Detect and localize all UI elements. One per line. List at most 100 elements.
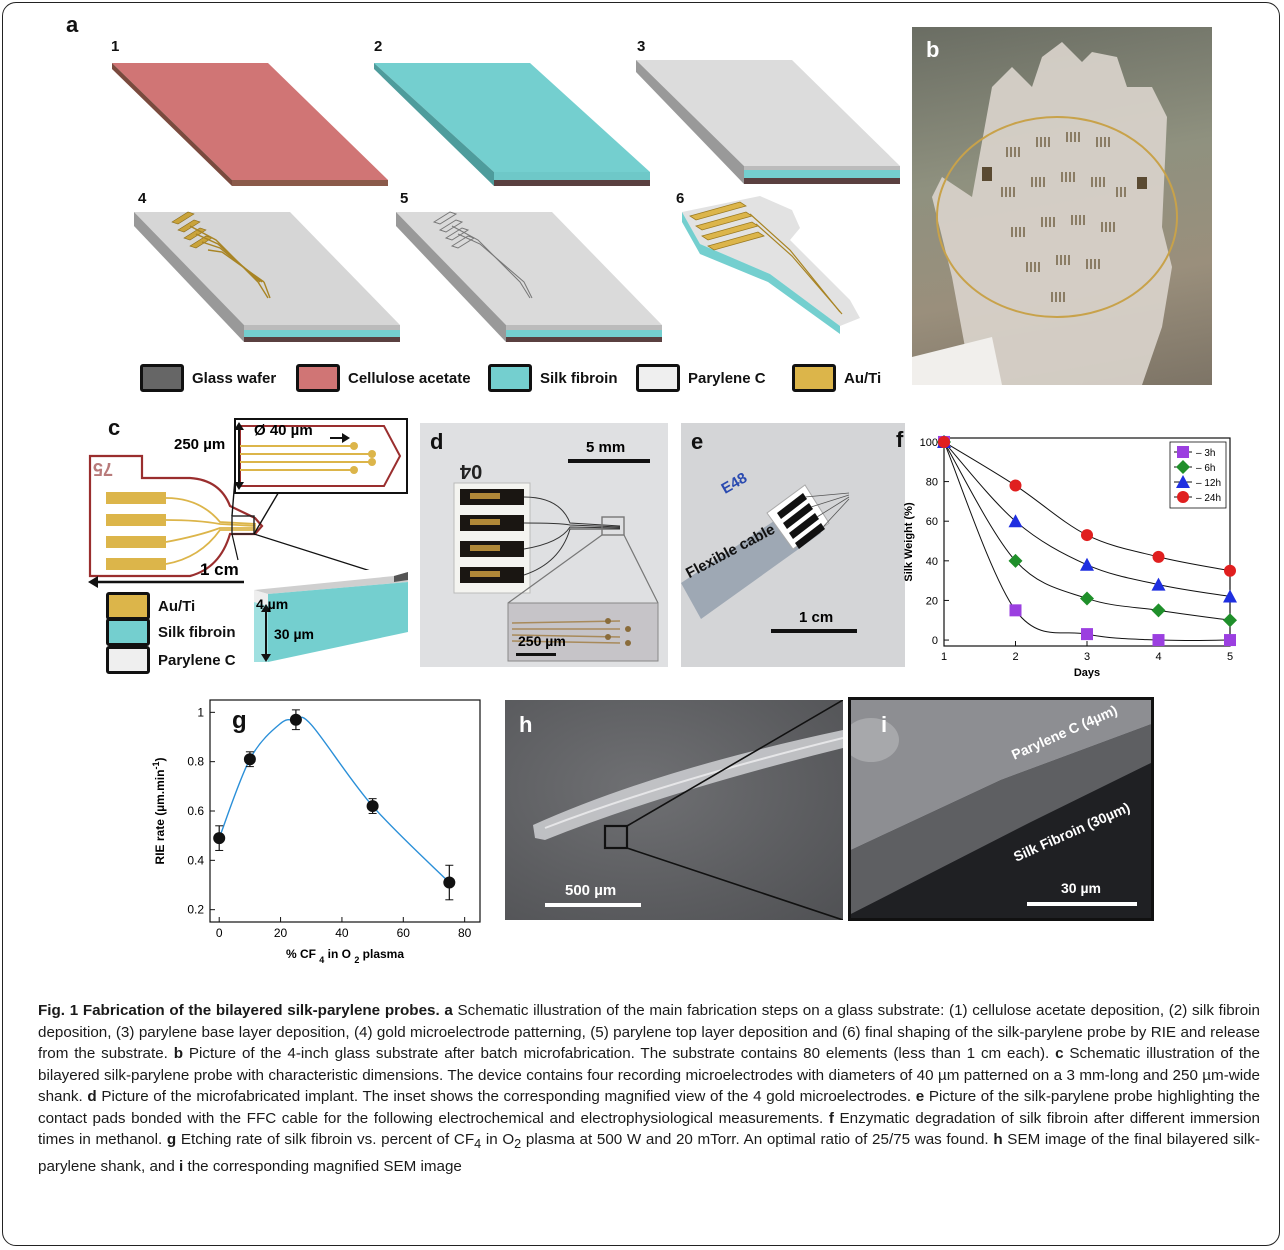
step-1-slab [112, 63, 388, 186]
panel-h-label: h [519, 712, 533, 737]
panel-f-label: f [896, 427, 904, 452]
sem-layers-illustration [851, 700, 1151, 918]
legend-c-au-ti: Au/Ti [106, 592, 195, 620]
data-point [213, 832, 226, 845]
data-point-12h [1008, 514, 1023, 528]
swatch-parylene-c [106, 646, 150, 674]
glove-wafer-illustration [912, 42, 1178, 385]
panel-h-sem-image: h 500 µm [505, 700, 843, 920]
legend-marker-12h [1176, 475, 1190, 488]
scale-bar-d-main [568, 459, 650, 463]
implant-photo-illustration [453, 482, 659, 662]
y-tick-label: 0 [932, 635, 938, 647]
chart-rie-rate: 0.2 0.4 0.6 0.8 1 0 20 40 60 80 % CF 4 in O 2 plas… [151, 699, 481, 964]
x-tick-label: 60 [397, 926, 411, 940]
x-tick-label: 5 [1227, 651, 1233, 663]
x-tick-label: 40 [335, 926, 349, 940]
legend-label-6h: – 6h [1196, 463, 1215, 474]
chart-silk-weight: 0 20 40 60 80 100 1 2 3 4 5 Days Silk Weight (%) – 3h… [903, 434, 1237, 679]
caption-i: the corresponding magnified SEM image [183, 1157, 462, 1175]
panel-b-photo: b [912, 27, 1212, 385]
flexible-cable-illustration [681, 484, 857, 633]
probe-schematic [88, 418, 381, 588]
legend-c-silk-fibroin: Silk fibroin [106, 618, 236, 646]
x-tick-label: 0 [216, 926, 223, 940]
legend-marker-24h [1177, 491, 1189, 503]
swatch-glass-wafer [140, 364, 184, 392]
legend-c-parylene-c: Parylene C [106, 646, 236, 674]
swatch-au-ti [792, 364, 836, 392]
caption-e: Picture of the silk-parylene probe highl… [38, 1088, 1260, 1127]
step-1-label: 1 [111, 38, 120, 55]
legend-label-3h: – 3h [1196, 448, 1215, 459]
caption-g-2: in O [481, 1131, 515, 1148]
device-number: 75 [93, 459, 114, 479]
step-5-label: 5 [400, 190, 409, 207]
data-point-24h [1009, 479, 1022, 492]
legend-label: Parylene C [158, 651, 236, 669]
swatch-au-ti [106, 592, 150, 620]
cross-section-schematic [244, 570, 408, 666]
data-point-3h [1009, 604, 1022, 617]
panel-a-label: a [66, 12, 79, 37]
panel-g-label: g [232, 707, 247, 734]
legend-label: Silk fibroin [540, 369, 618, 387]
legend-label: Glass wafer [192, 369, 277, 387]
y-tick-label: 0.6 [187, 804, 204, 818]
step-5-slab [396, 211, 662, 342]
caption-g-1: Etching rate of silk fibroin vs. percent… [176, 1131, 475, 1148]
sem-shank-illustration [533, 700, 843, 920]
scale-e-label: 1 cm [799, 609, 834, 626]
panel-e-photo: e E48 Flexible cable 1 cm [681, 423, 905, 667]
data-point-12h [1151, 577, 1166, 591]
step-6-probe [682, 196, 860, 334]
y-tick-label: 0.4 [187, 853, 204, 867]
step-3-label: 3 [637, 38, 646, 55]
step-3-slab [636, 60, 900, 184]
legend-label: Cellulose acetate [348, 369, 471, 387]
data-point-12h [1223, 589, 1237, 603]
y-tick-label: 60 [926, 516, 938, 528]
y-tick-label: 1 [197, 705, 204, 719]
plot-frame [209, 699, 481, 923]
data-point-24h [1081, 529, 1093, 542]
panel-i-label: i [881, 712, 888, 737]
length-label: 1 cm [200, 560, 239, 579]
data-point-3h [1081, 628, 1093, 641]
legend-marker-6h [1176, 460, 1190, 474]
legend-label: Silk fibroin [158, 623, 236, 641]
legend-label-12h: – 12h [1196, 478, 1221, 489]
x-tick-label: 80 [458, 926, 472, 940]
step-4-slab [134, 211, 400, 342]
scale-bar-i [1027, 902, 1137, 906]
data-point-6h [1008, 553, 1023, 568]
data-point-24h [1152, 550, 1165, 563]
y-tick-label: 0.2 [187, 903, 204, 917]
step-4-label: 4 [138, 190, 147, 207]
caption-c: Schematic illustration of the bilayered … [38, 1045, 1260, 1105]
panel-i-sem-image: i Parylene C (4µm) Silk Fibroin (30µm) 3… [848, 697, 1154, 921]
scale-d-main-label: 5 mm [586, 439, 626, 456]
panel-b-label: b [926, 37, 940, 62]
swatch-cellulose-acetate [296, 364, 340, 392]
legend-silk-fibroin: Silk fibroin [488, 364, 618, 392]
caption-title: Fig. 1 Fabrication of the bilayered silk… [38, 1002, 440, 1019]
scale-h-label: 500 µm [565, 882, 617, 899]
legend-marker-3h [1177, 446, 1189, 458]
x-axis-label: Days [1074, 667, 1100, 679]
data-point-12h [1080, 557, 1094, 571]
data-point-6h [1223, 613, 1237, 628]
y-tick-label: 0.8 [187, 755, 204, 769]
figure-caption: Fig. 1 Fabrication of the bilayered silk… [38, 1002, 1260, 1175]
series-line-12h [943, 441, 1231, 597]
data-point [443, 876, 456, 889]
legend-glass-wafer: Glass wafer [140, 364, 276, 392]
fabrication-steps-schematic [112, 60, 900, 342]
legend-label-24h: – 24h [1196, 493, 1221, 504]
x-tick-label: 2 [1012, 651, 1018, 663]
caption-a: Schematic illustration of the main fabri… [38, 1002, 1260, 1062]
swatch-silk-fibroin [488, 364, 532, 392]
caption-h: SEM image of the final bilayered silk-pa… [38, 1131, 1260, 1175]
data-point [366, 800, 379, 813]
